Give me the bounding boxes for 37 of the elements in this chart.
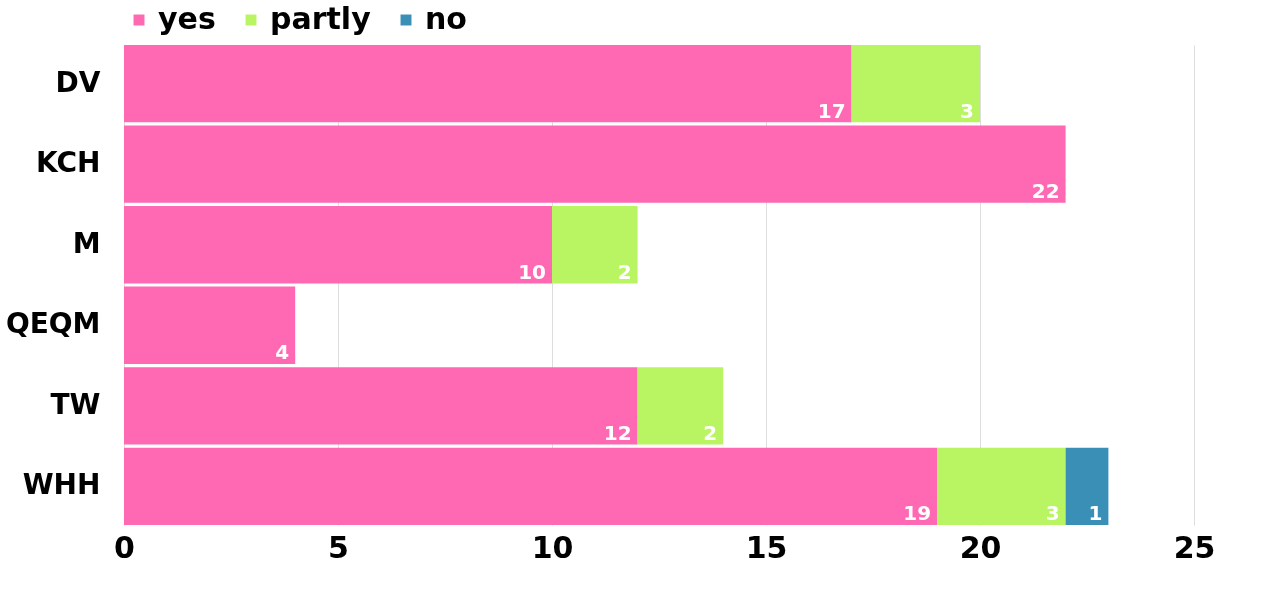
data-label: 10 — [518, 259, 546, 284]
bar — [937, 447, 1066, 525]
bar — [637, 367, 724, 445]
y-tick-label: WHH — [22, 468, 101, 502]
bar — [124, 45, 852, 123]
y-tick-label: DV — [55, 65, 101, 99]
y-tick-label: QEQM — [5, 307, 101, 341]
x-tick-label: 0 — [114, 529, 135, 565]
data-label: 17 — [817, 98, 846, 123]
data-label: 4 — [275, 340, 290, 365]
data-label: 2 — [617, 259, 632, 284]
data-label: 19 — [903, 501, 932, 526]
x-tick-label: 25 — [1173, 529, 1216, 565]
x-tick-label: 20 — [959, 529, 1002, 565]
data-label: 2 — [703, 420, 718, 445]
data-label: 3 — [1045, 501, 1060, 526]
bar — [124, 447, 938, 525]
data-label: 3 — [960, 98, 974, 123]
x-tick-label: 5 — [328, 529, 349, 565]
legend-label: partly — [270, 1, 372, 36]
bar — [124, 286, 296, 364]
legend-label: no — [425, 1, 467, 36]
bar — [1065, 447, 1109, 525]
bar — [124, 206, 552, 284]
data-label: 1 — [1088, 501, 1103, 526]
bar — [851, 45, 980, 123]
bar — [124, 367, 638, 445]
bar — [124, 125, 1066, 203]
bar — [552, 206, 638, 284]
data-label: 12 — [603, 420, 632, 445]
y-tick-label: TW — [50, 387, 101, 421]
x-tick-label: 10 — [531, 529, 574, 565]
legend-label: yes — [158, 1, 216, 36]
data-label: 22 — [1031, 179, 1060, 204]
y-tick-label: KCH — [36, 146, 101, 180]
x-tick-label: 15 — [745, 529, 788, 565]
y-tick-label: M — [72, 226, 101, 260]
